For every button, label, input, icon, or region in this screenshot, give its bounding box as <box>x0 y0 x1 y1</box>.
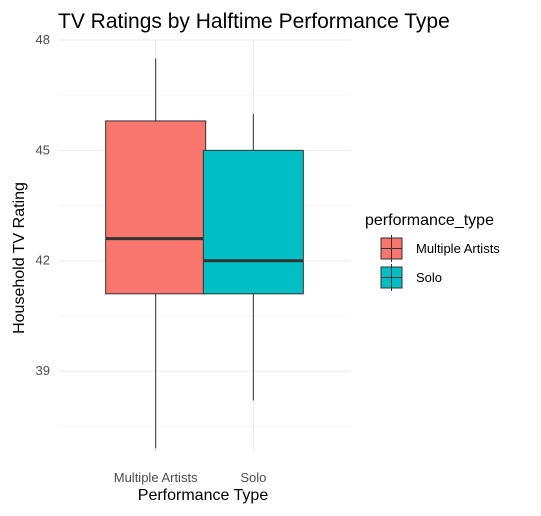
box-layer <box>105 58 304 449</box>
y-axis-ticks: 39 42 45 48 <box>36 32 50 378</box>
legend-label: Multiple Artists <box>416 241 500 256</box>
legend-label: Solo <box>416 270 442 285</box>
x-tick-label: Multiple Artists <box>114 470 198 485</box>
y-tick-label: 39 <box>36 363 50 378</box>
x-tick-label: Solo <box>240 470 266 485</box>
legend: performance_type Multiple Artists Solo <box>365 212 500 291</box>
legend-title: performance_type <box>365 212 494 229</box>
x-axis-title: Performance Type <box>138 487 269 504</box>
y-axis-title: Household TV Rating <box>11 182 28 334</box>
y-tick-label: 42 <box>36 253 50 268</box>
x-axis-ticks: Multiple Artists Solo <box>114 470 267 485</box>
box <box>105 120 207 295</box>
box <box>202 149 304 295</box>
chart-title: TV Ratings by Halftime Performance Type <box>58 10 450 33</box>
y-tick-label: 45 <box>36 142 50 157</box>
y-tick-label: 48 <box>36 32 50 47</box>
